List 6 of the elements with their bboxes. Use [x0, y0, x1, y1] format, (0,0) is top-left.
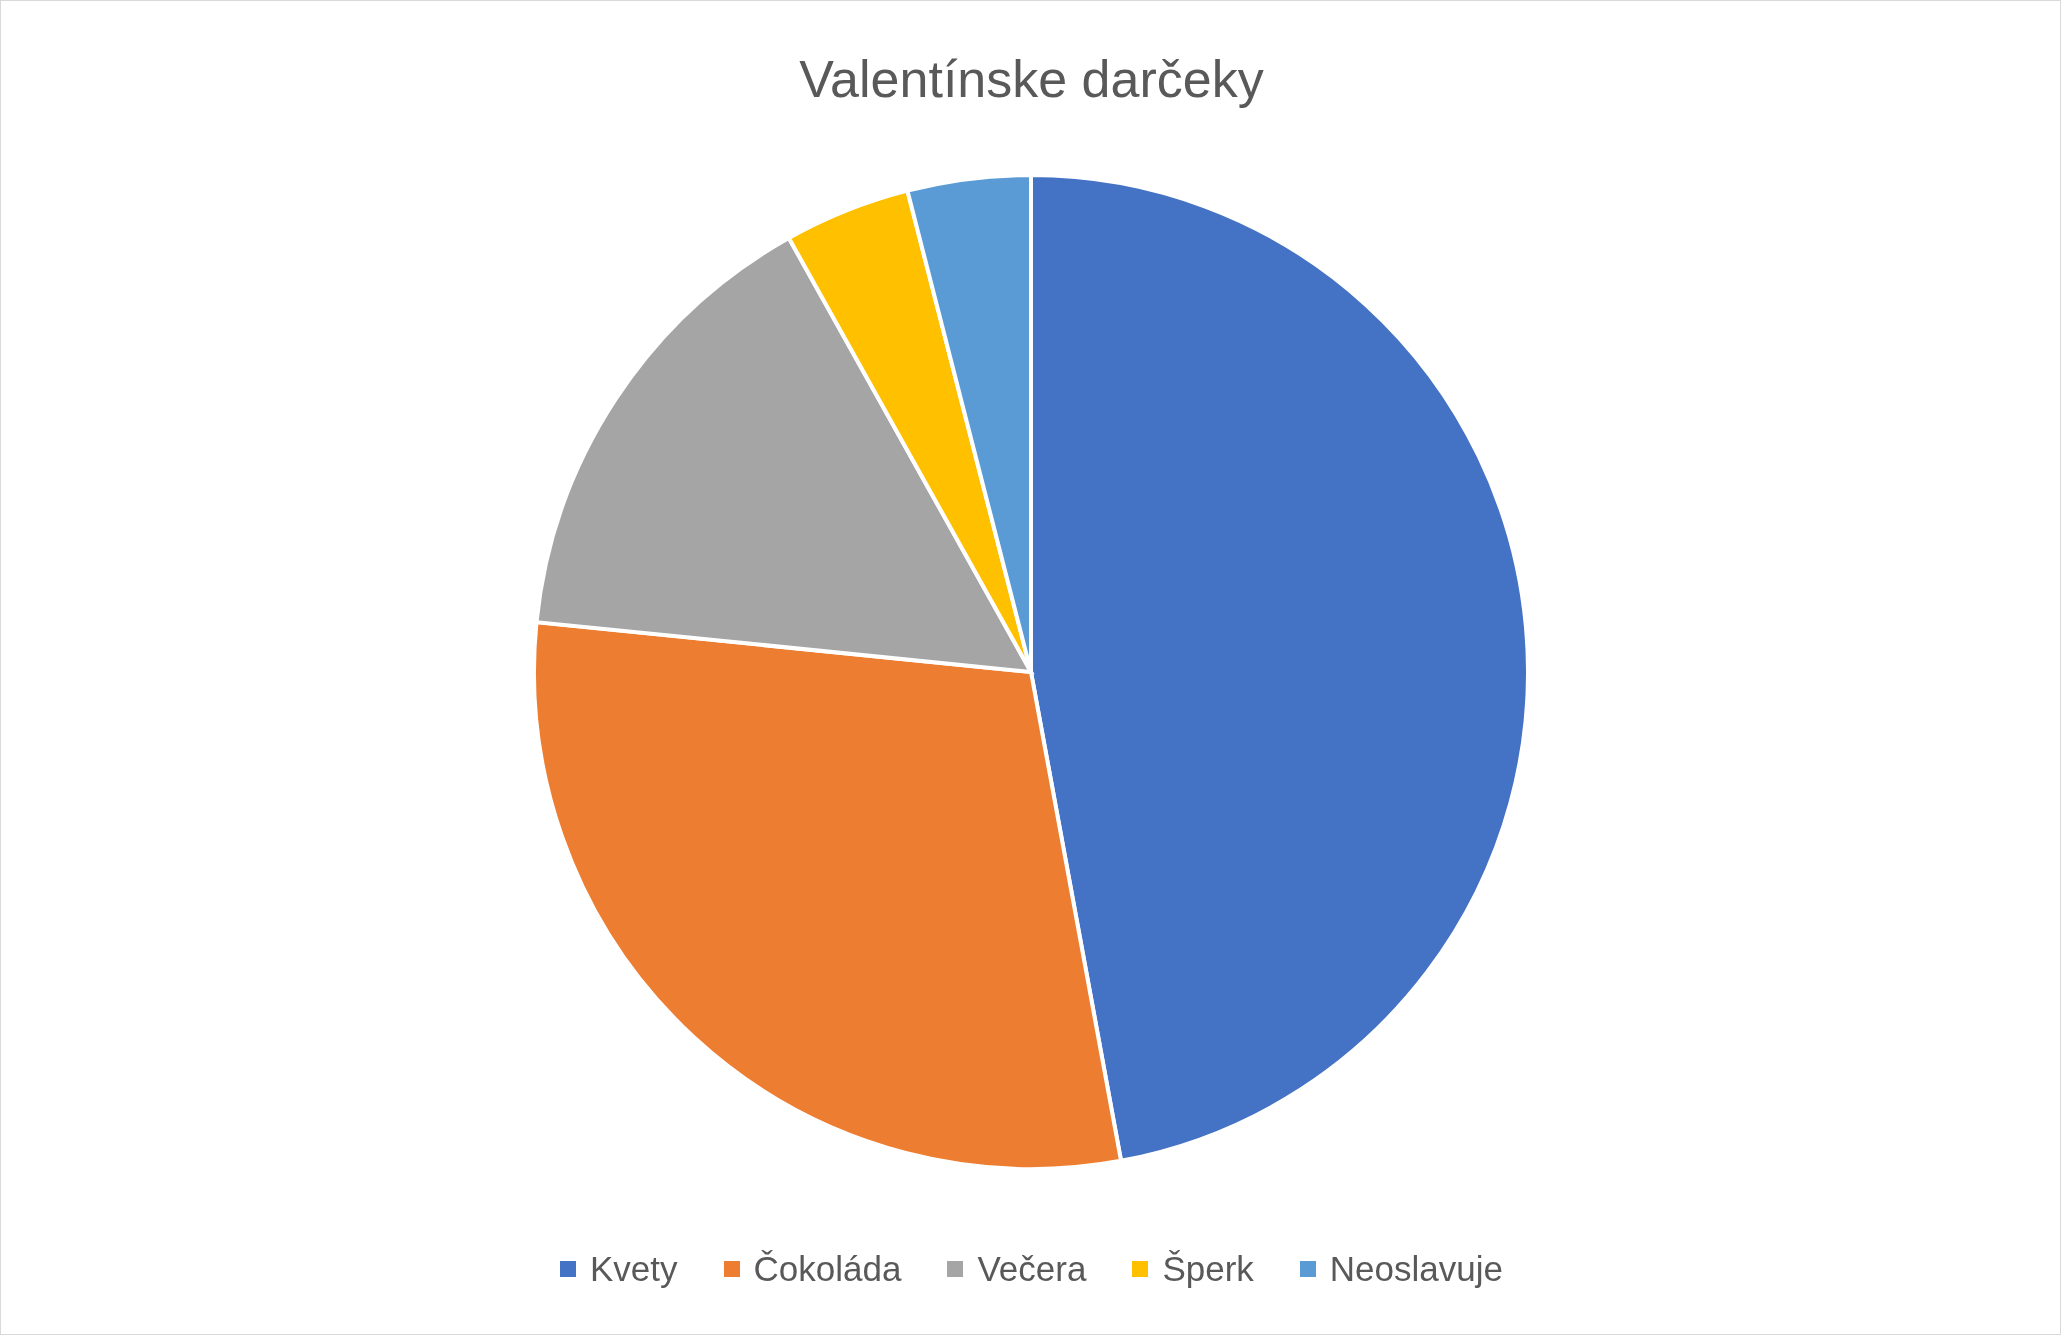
- legend-label: Kvety: [590, 1249, 678, 1288]
- legend-label: Neoslavuje: [1329, 1249, 1503, 1288]
- chart-title: Valentínske darčeky: [799, 50, 1264, 108]
- legend-label: Čokoláda: [753, 1249, 902, 1288]
- legend-label: Šperk: [1162, 1249, 1254, 1288]
- legend-label: Večera: [977, 1249, 1087, 1288]
